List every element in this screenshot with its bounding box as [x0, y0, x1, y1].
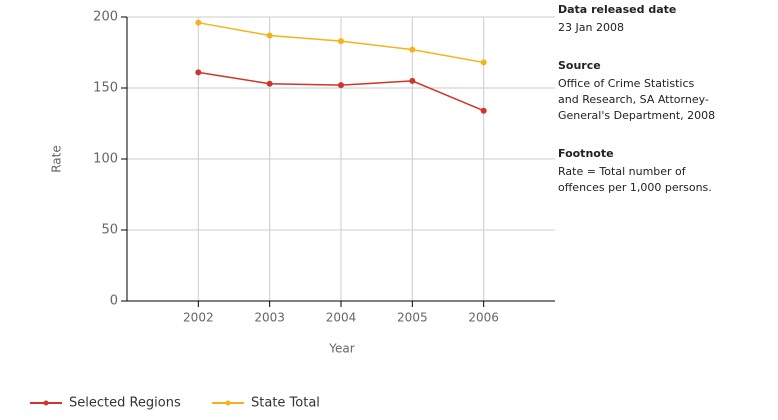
info-text: and Research, SA Attorney-	[558, 93, 709, 106]
legend-label: Selected Regions	[69, 396, 181, 411]
x-tick-label: 2002	[183, 311, 214, 325]
info-heading: Footnote	[558, 147, 614, 160]
data-point	[195, 19, 202, 26]
x-axis-label: Year	[328, 342, 354, 356]
y-tick-label: 150	[93, 81, 118, 96]
info-text: Rate = Total number of	[558, 165, 687, 178]
y-axis-label: Rate	[50, 145, 64, 173]
info-text: General's Department, 2008	[558, 109, 715, 122]
data-point	[480, 59, 487, 66]
info-heading: Data released date	[558, 3, 676, 16]
x-tick-label: 2003	[254, 311, 285, 325]
info-heading: Source	[558, 59, 601, 72]
legend-marker	[43, 400, 49, 406]
y-tick-label: 100	[93, 152, 118, 167]
data-point	[266, 80, 273, 87]
info-text: offences per 1,000 persons.	[558, 181, 712, 194]
data-point	[195, 69, 202, 76]
data-point	[338, 38, 344, 45]
x-tick-label: 2006	[468, 311, 499, 325]
legend-marker	[225, 400, 231, 406]
x-tick-label: 2005	[397, 311, 428, 325]
data-point	[480, 107, 487, 114]
legend-label: State Total	[251, 396, 320, 411]
info-text: 23 Jan 2008	[558, 21, 624, 34]
y-tick-label: 50	[101, 223, 118, 238]
y-tick-label: 0	[110, 294, 118, 309]
data-point	[266, 32, 273, 39]
data-point	[338, 82, 344, 89]
data-point	[409, 46, 416, 53]
x-tick-label: 2004	[326, 311, 357, 325]
y-tick-label: 200	[93, 10, 118, 25]
info-text: Office of Crime Statistics	[558, 77, 694, 90]
data-point	[409, 77, 416, 84]
